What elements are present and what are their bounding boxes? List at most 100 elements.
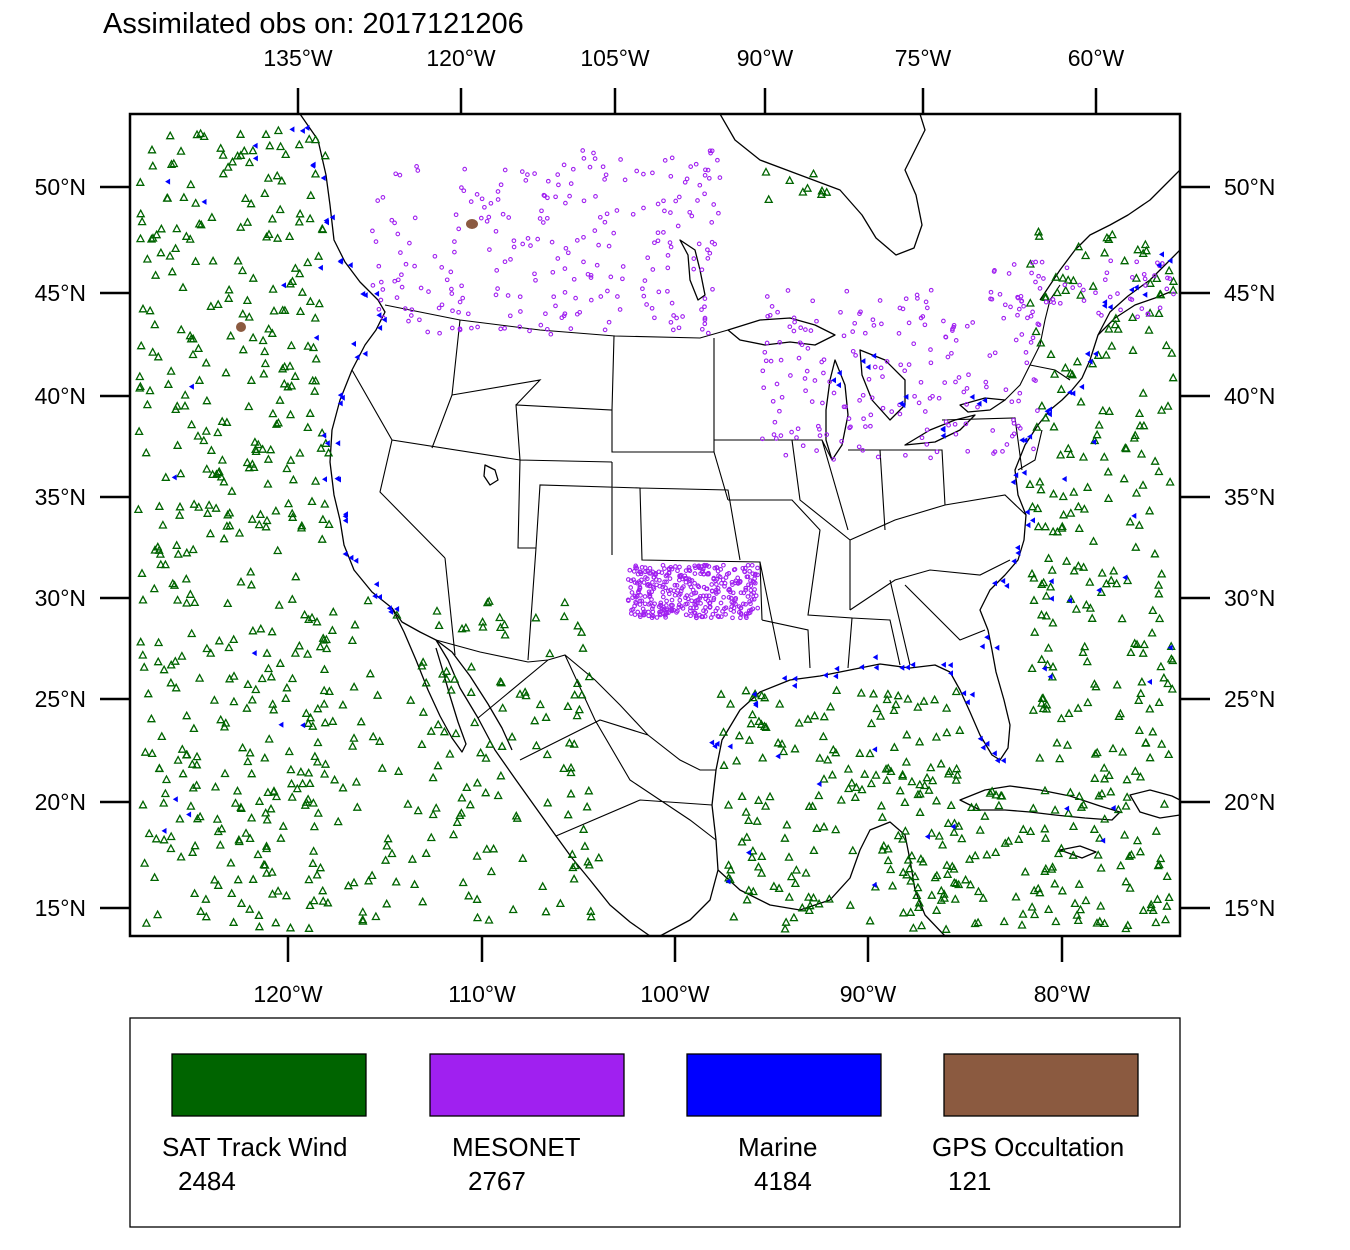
sat-track-wind-marker — [210, 875, 220, 884]
marine-marker — [161, 827, 167, 834]
marine-marker — [188, 383, 194, 390]
sat-track-wind-marker — [775, 699, 785, 708]
sat-track-wind-marker — [308, 375, 318, 385]
sat-track-wind-marker — [1168, 372, 1178, 382]
sat-track-wind-marker — [586, 911, 596, 921]
sat-track-wind-marker — [1073, 561, 1083, 570]
sat-track-wind-marker — [1099, 452, 1109, 461]
mesonet-marker — [517, 294, 523, 300]
sat-track-wind-marker — [1162, 871, 1172, 881]
mesonet-marker — [760, 368, 766, 374]
marine-marker — [313, 334, 319, 341]
sat-track-wind-marker — [160, 788, 170, 798]
sat-track-wind-marker — [316, 443, 326, 452]
mesonet-marker — [656, 604, 662, 609]
right-tick-label: 40°N — [1224, 383, 1275, 409]
mesonet-marker — [604, 211, 610, 217]
sat-track-wind-marker — [457, 623, 467, 633]
sat-track-wind-marker — [224, 642, 234, 652]
gulf-of-california-coast — [435, 639, 513, 751]
mesonet-marker — [642, 565, 648, 571]
sat-track-wind-marker — [303, 649, 313, 658]
mesonet-marker — [847, 425, 852, 431]
mesonet-marker — [715, 157, 720, 163]
sat-track-wind-marker — [472, 851, 482, 860]
sat-track-wind-marker — [1018, 824, 1028, 833]
sat-track-wind-marker — [1036, 609, 1047, 619]
mesonet-marker — [642, 601, 648, 607]
mesonet-marker — [603, 172, 609, 178]
sat-track-wind-marker — [1112, 680, 1122, 689]
sat-track-wind-marker — [966, 802, 977, 812]
sat-track-wind-marker — [208, 256, 218, 265]
marine-marker — [172, 796, 178, 803]
sat-track-wind-marker — [1092, 429, 1102, 439]
marine-marker — [300, 722, 306, 729]
mesonet-marker — [637, 598, 643, 604]
sat-track-wind-marker — [264, 734, 274, 743]
sat-track-wind-marker — [1145, 752, 1155, 762]
sat-track-wind-marker — [769, 881, 779, 890]
sat-track-wind-marker — [192, 780, 202, 789]
sat-track-wind-marker — [185, 234, 195, 243]
sat-track-wind-marker — [466, 687, 476, 696]
sat-track-wind-marker — [275, 204, 285, 214]
mesonet-marker — [875, 454, 881, 460]
mesonet-marker — [456, 309, 461, 315]
mesonet-marker — [1011, 417, 1016, 423]
sat-track-wind-marker — [1145, 505, 1155, 515]
sat-track-wind-marker — [173, 440, 183, 449]
sat-track-wind-marker — [216, 714, 226, 724]
sat-track-wind-marker — [271, 791, 282, 801]
sat-track-wind-marker — [786, 871, 797, 881]
mesonet-marker — [1157, 305, 1163, 311]
sat-track-wind-marker — [199, 435, 209, 445]
mesonet-marker — [912, 393, 917, 399]
sat-track-wind-marker — [844, 783, 854, 793]
sat-track-wind-marker — [223, 162, 233, 171]
mesonet-marker — [903, 296, 909, 302]
mesonet-marker — [694, 615, 699, 621]
sat-track-wind-marker — [236, 577, 246, 586]
sat-track-wind-marker — [828, 744, 838, 754]
sat-track-wind-marker — [227, 156, 238, 166]
mesonet-marker — [763, 358, 769, 364]
marine-marker — [1067, 389, 1073, 396]
marine-marker — [339, 394, 345, 401]
sat-track-wind-marker — [358, 907, 368, 916]
top-axis-labels: 135°W 120°W 105°W 90°W 75°W 60°W — [263, 45, 1124, 71]
sat-track-wind-marker — [1033, 503, 1043, 513]
mesonet-marker — [775, 309, 780, 315]
marine-marker — [342, 517, 348, 524]
mesonet-marker — [732, 566, 738, 572]
sat-track-wind-marker — [213, 427, 223, 437]
sat-track-wind-marker — [431, 803, 441, 812]
mesonet-marker — [1028, 313, 1034, 319]
sat-track-wind-marker — [996, 790, 1006, 800]
sat-track-wind-marker — [901, 757, 911, 766]
sat-track-wind-marker — [327, 625, 337, 634]
sat-track-wind-marker — [804, 892, 814, 901]
mesonet-marker — [805, 346, 811, 351]
sat-track-wind-marker — [217, 823, 227, 833]
mesonet-marker — [880, 374, 885, 379]
sat-track-wind-marker — [161, 472, 171, 481]
sat-track-wind-marker — [1050, 878, 1060, 888]
sat-track-wind-marker — [1074, 791, 1084, 800]
sat-track-wind-marker — [716, 689, 726, 698]
mesonet-marker — [540, 220, 546, 225]
sat-track-wind-marker — [568, 862, 578, 872]
sat-track-wind-marker — [802, 183, 813, 192]
mesonet-marker — [699, 614, 705, 620]
marine-marker — [337, 392, 343, 399]
sat-track-wind-marker — [249, 462, 259, 472]
sat-track-wind-marker — [566, 762, 576, 772]
sat-track-wind-marker — [318, 896, 328, 905]
sat-track-wind-marker — [295, 448, 305, 457]
mesonet-marker — [658, 600, 664, 606]
mesonet-marker — [897, 411, 903, 417]
sat-track-wind-marker — [182, 547, 192, 557]
mesonet-marker — [1035, 408, 1040, 413]
sat-track-wind-marker — [545, 648, 555, 658]
mesonet-marker — [970, 320, 976, 325]
